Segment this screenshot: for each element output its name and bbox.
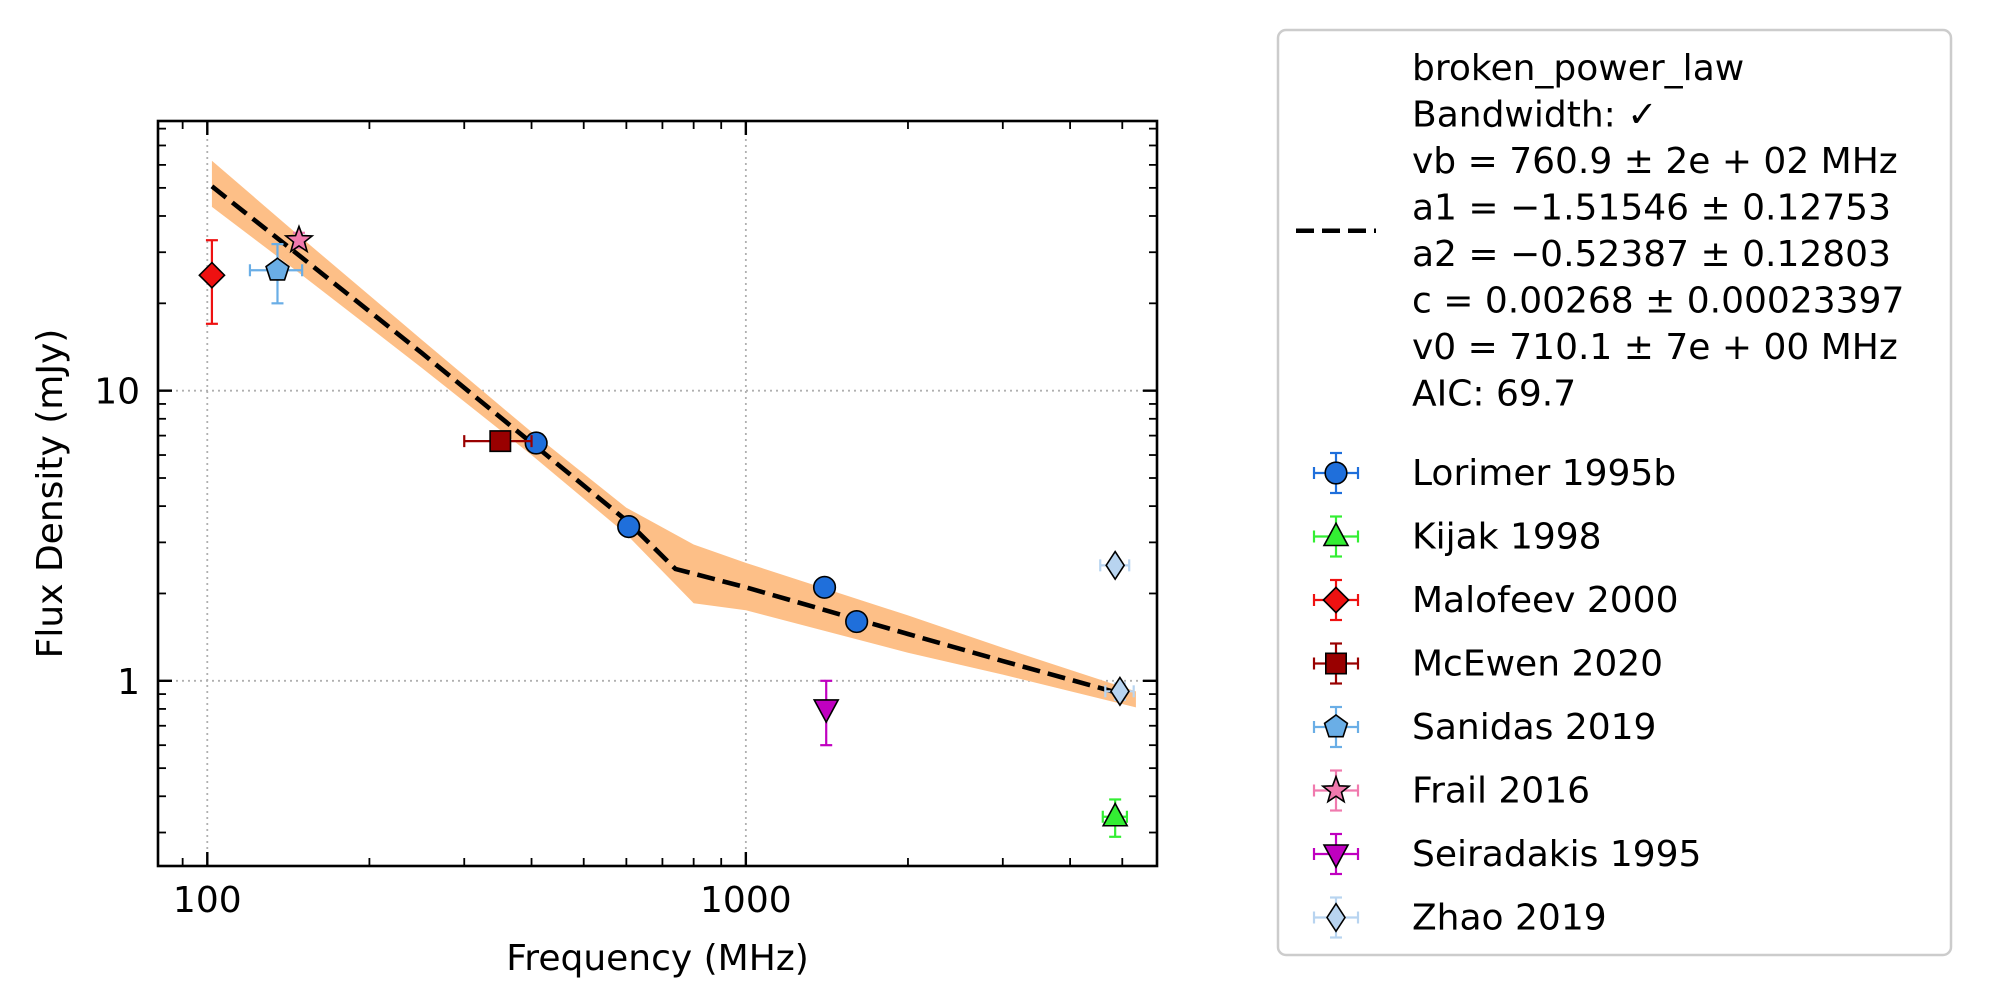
data-point [1101, 798, 1129, 838]
data-point [617, 515, 641, 539]
legend: broken_power_law Bandwidth: ✓ vb = 760.9 ±… [1276, 28, 1953, 957]
data-marker [1105, 550, 1126, 581]
legend-fit-text: a1 = −1.51546 ± 0.12753 [1412, 188, 1891, 229]
legend-marker [1323, 714, 1349, 738]
y-tick-label: 1 [117, 662, 140, 703]
data-point [283, 224, 315, 254]
y-axis-label: Flux Density (mJy) [30, 329, 71, 659]
legend-label: Malofeev 2000 [1412, 580, 1678, 621]
legend-entry: Malofeev 2000 [1312, 578, 1678, 622]
legend-marker [1320, 774, 1352, 804]
data-marker [524, 431, 548, 455]
data-marker [812, 575, 837, 599]
x-tick-label: 1000 [700, 880, 792, 921]
data-marker [489, 430, 512, 453]
legend-label: Zhao 2019 [1412, 898, 1607, 939]
x-tick-label: 100 [173, 880, 242, 921]
fit-band-layer [211, 160, 1136, 708]
data-marker [617, 515, 641, 539]
legend-entry: Lorimer 1995b [1312, 451, 1676, 495]
data-marker [1101, 801, 1129, 827]
data-marker [265, 257, 290, 281]
legend-items: broken_power_law Bandwidth: ✓ vb = 760.9 ±… [1296, 48, 1904, 939]
fit-line [210, 184, 1123, 697]
data-marker [845, 609, 869, 634]
data-point [812, 679, 840, 747]
legend-label: Sanidas 2019 [1412, 707, 1656, 748]
legend-label: Frail 2016 [1412, 771, 1590, 812]
legend-fit-text: AIC: 69.7 [1412, 374, 1576, 415]
data-point [524, 431, 548, 455]
data-point [1104, 676, 1135, 707]
x-axis-label: Frequency (MHz) [506, 938, 809, 979]
legend-entry: McEwen 2020 [1312, 642, 1663, 685]
legend-fit-text: v0 = 710.1 ± 7e + 00 MHz [1412, 327, 1898, 368]
data-point [463, 430, 533, 453]
data-point [845, 609, 869, 634]
legend-entry: Sanidas 2019 [1312, 705, 1656, 749]
legend-fit-text: a2 = −0.52387 ± 0.12803 [1412, 234, 1891, 275]
legend-fit-text: c = 0.00268 ± 0.00023397 [1412, 281, 1904, 322]
legend-box [1276, 28, 1953, 957]
data-marker [198, 261, 226, 289]
data-point [248, 242, 304, 305]
legend-label: Lorimer 1995b [1412, 453, 1676, 494]
fit-uncertainty-band [211, 160, 1136, 708]
data-point [1099, 550, 1131, 581]
legend-fit-text: broken_power_law [1412, 48, 1744, 89]
plot-frame [156, 119, 1159, 868]
legend-entry: Frail 2016 [1312, 769, 1590, 812]
legend-entry: Zhao 2019 [1312, 896, 1607, 939]
legend-marker [1324, 461, 1348, 485]
legend-fit-text: Bandwidth: ✓ [1412, 95, 1657, 136]
data-points-layer [198, 224, 1135, 838]
ticks-layer: 100 1000 1 10 [94, 121, 1157, 921]
legend-entry: Kijak 1998 [1312, 515, 1602, 558]
fit-line-layer [210, 184, 1123, 697]
legend-label: Kijak 1998 [1412, 517, 1602, 558]
grid [158, 121, 1157, 866]
legend-fit-text: vb = 760.9 ± 2e + 02 MHz [1412, 141, 1898, 182]
legend-label: Seiradakis 1995 [1412, 834, 1701, 875]
legend-marker [1322, 586, 1350, 614]
data-marker [1109, 676, 1130, 707]
legend-label: McEwen 2020 [1412, 644, 1663, 685]
data-marker [283, 224, 315, 254]
data-point [198, 239, 226, 325]
legend-entry: Seiradakis 1995 [1312, 832, 1701, 876]
legend-marker [1322, 521, 1350, 547]
data-marker [812, 699, 840, 724]
y-tick-label: 10 [94, 372, 140, 413]
legend-marker [1325, 652, 1348, 675]
data-point [812, 575, 837, 599]
legend-marker [1326, 902, 1346, 933]
legend-marker [1322, 844, 1350, 869]
